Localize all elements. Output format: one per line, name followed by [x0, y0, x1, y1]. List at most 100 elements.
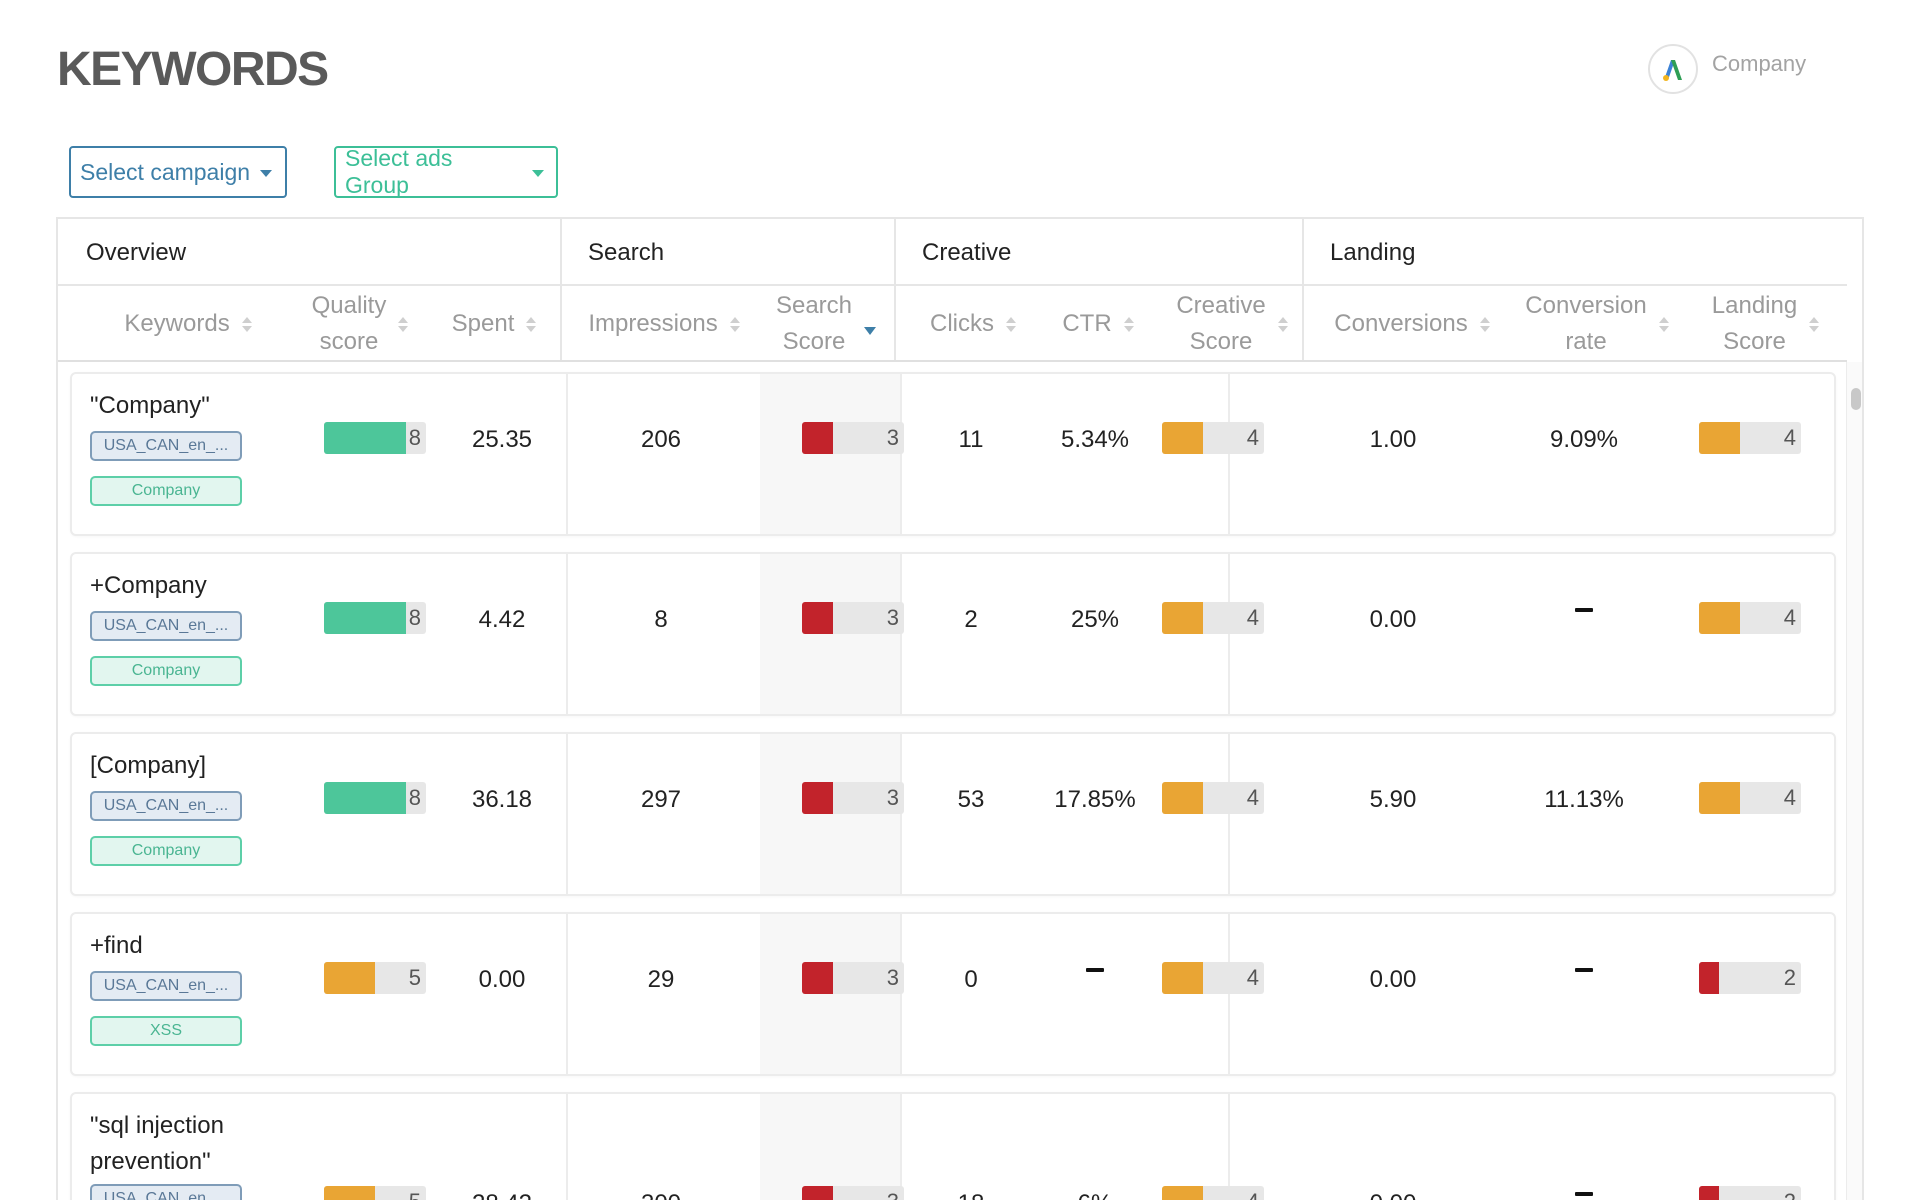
score-bar-fill [1162, 602, 1203, 634]
sort-landing-score[interactable]: Landing Score [1688, 286, 1843, 362]
clicks-value: 0 [964, 966, 978, 993]
score-value: 8 [408, 605, 421, 630]
conversion-rate-empty-dash [1575, 1192, 1593, 1196]
sort-icon [1006, 316, 1016, 332]
keyword-text: +Company [90, 568, 310, 604]
column-divider [560, 219, 562, 362]
impressions-value: 297 [640, 786, 682, 813]
sort-creative-score[interactable]: Creative Score [1162, 286, 1302, 362]
ad-group-tag[interactable]: Company [90, 656, 242, 686]
ad-group-tag[interactable]: XSS [90, 1016, 242, 1046]
table-row[interactable]: +find USA_CAN_en_... XSS 5 0.00 29 3 0 4 0.00 2 [70, 912, 1836, 1076]
spent-value: 36.18 [471, 786, 533, 813]
sort-conversions[interactable]: Conversions [1312, 286, 1512, 362]
conversions-value: 5.90 [1369, 786, 1417, 813]
campaign-tag[interactable]: USA_CAN_en_... [90, 971, 242, 1001]
landing-score-bar: 2 [1699, 1186, 1801, 1200]
keyword-text: "sql injection prevention" [90, 1108, 310, 1180]
score-bar-fill [324, 1186, 375, 1200]
header-label: Search Score [775, 292, 853, 355]
cell-divider [900, 734, 902, 894]
chevron-down-icon [260, 170, 273, 177]
cell-divider [566, 734, 568, 894]
score-value: 4 [1783, 605, 1796, 630]
ctr-value: 6% [1040, 1189, 1150, 1200]
sort-quality-score[interactable]: Quality score [294, 286, 426, 362]
table-row[interactable]: "Company" USA_CAN_en_... Company 8 25.35 206 3… [70, 372, 1836, 536]
header-label: Spent [451, 310, 515, 337]
table-row[interactable]: [Company] USA_CAN_en_... Company 8 36.18 297 3… [70, 732, 1836, 896]
group-creative: Creative [922, 238, 1012, 266]
scrollbar-thumb[interactable] [1851, 388, 1861, 410]
conversion-rate-value: 9.09% [1549, 426, 1619, 453]
ctr-empty-dash [1086, 968, 1104, 972]
campaign-tag[interactable]: USA_CAN_en_... [90, 1184, 242, 1200]
search-score-cell-bg [760, 734, 900, 894]
header-label: Impressions [588, 310, 718, 337]
score-bar-fill [324, 602, 406, 634]
sort-icon [241, 316, 252, 332]
keyword-line: +find [90, 932, 143, 959]
sort-icon [1809, 316, 1820, 332]
campaign-tag[interactable]: USA_CAN_en_... [90, 791, 242, 821]
ad-group-tag[interactable]: Company [90, 836, 242, 866]
ctr-value: 25% [1070, 606, 1120, 633]
campaign-tag[interactable]: USA_CAN_en_... [90, 431, 242, 461]
account-brand[interactable]: Company [1648, 44, 1806, 94]
campaign-select[interactable]: Select campaign [69, 146, 287, 198]
sort-ctr[interactable]: CTR [1038, 286, 1158, 362]
score-bar-fill [1699, 962, 1720, 994]
keyword-text: "Company" [90, 388, 310, 424]
search-score-cell-bg [760, 914, 900, 1074]
score-bar-fill [1699, 422, 1740, 454]
creative-score-bar: 4 [1162, 602, 1264, 634]
search-score-bar: 3 [802, 1186, 904, 1200]
score-value: 8 [408, 425, 421, 450]
impressions-value: 300 [601, 1189, 721, 1200]
quality-score-bar: 5 [324, 1186, 426, 1200]
cell-divider [1228, 914, 1230, 1074]
sort-conversion-rate[interactable]: Conversion rate [1512, 286, 1682, 362]
sort-keywords[interactable]: Keywords [88, 286, 288, 362]
cell-divider [566, 374, 568, 534]
sort-search-score[interactable]: Search Score [758, 286, 894, 362]
score-value: 5 [408, 965, 421, 990]
score-bar-fill [324, 962, 375, 994]
landing-score-bar: 4 [1699, 782, 1801, 814]
campaign-select-label: Select campaign [80, 158, 251, 185]
keywords-table: Overview Search Creative Landing Keyword… [56, 217, 1864, 1200]
table-row[interactable]: "sql injection prevention" USA_CAN_en_... 5… [70, 1092, 1836, 1200]
sort-spent[interactable]: Spent [428, 286, 560, 362]
score-value: 3 [886, 605, 899, 630]
keyword-line: "sql injection [90, 1112, 224, 1139]
score-value: 2 [1784, 1186, 1796, 1200]
score-bar-fill [324, 422, 406, 454]
score-bar-fill [1699, 602, 1740, 634]
quality-score-bar: 8 [324, 782, 426, 814]
search-score-cell-bg [760, 554, 900, 714]
cell-divider [1228, 734, 1230, 894]
table-row[interactable]: +Company USA_CAN_en_... Company 8 4.42 8 3 2 25%… [70, 552, 1836, 716]
group-landing: Landing [1330, 238, 1416, 266]
search-score-bar: 3 [802, 782, 904, 814]
keyword-line: prevention" [90, 1148, 211, 1175]
ads-group-select[interactable]: Select ads Group [334, 145, 558, 198]
score-value: 4 [1247, 1186, 1259, 1200]
vertical-scrollbar[interactable] [1846, 362, 1862, 1200]
ad-group-tag[interactable]: Company [90, 476, 242, 506]
spent-value: 0.00 [478, 966, 526, 993]
keyword-text: [Company] [90, 748, 310, 784]
cell-divider [900, 1094, 902, 1200]
sort-clicks[interactable]: Clicks [908, 286, 1038, 362]
sort-impressions[interactable]: Impressions [574, 286, 754, 362]
spent-value: 4.42 [478, 606, 526, 633]
ctr-value: 5.34% [1060, 426, 1130, 453]
score-value: 8 [408, 785, 421, 810]
cell-divider [1228, 554, 1230, 714]
keyword-line: +Company [90, 572, 207, 599]
sort-icon [1277, 316, 1288, 332]
conversion-rate-empty-dash [1575, 968, 1593, 972]
header-label: Creative Score [1176, 292, 1266, 355]
clicks-value: 18 [926, 1189, 1016, 1200]
campaign-tag[interactable]: USA_CAN_en_... [90, 611, 242, 641]
